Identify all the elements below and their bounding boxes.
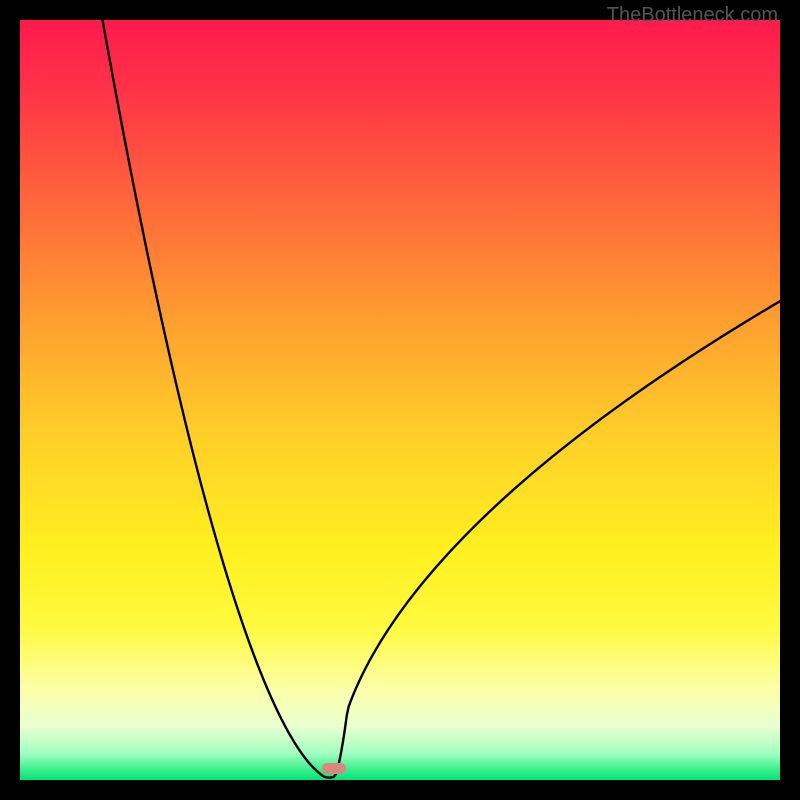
curve-path	[20, 5, 780, 778]
minimum-marker	[322, 763, 346, 774]
bottleneck-curve	[0, 0, 800, 800]
